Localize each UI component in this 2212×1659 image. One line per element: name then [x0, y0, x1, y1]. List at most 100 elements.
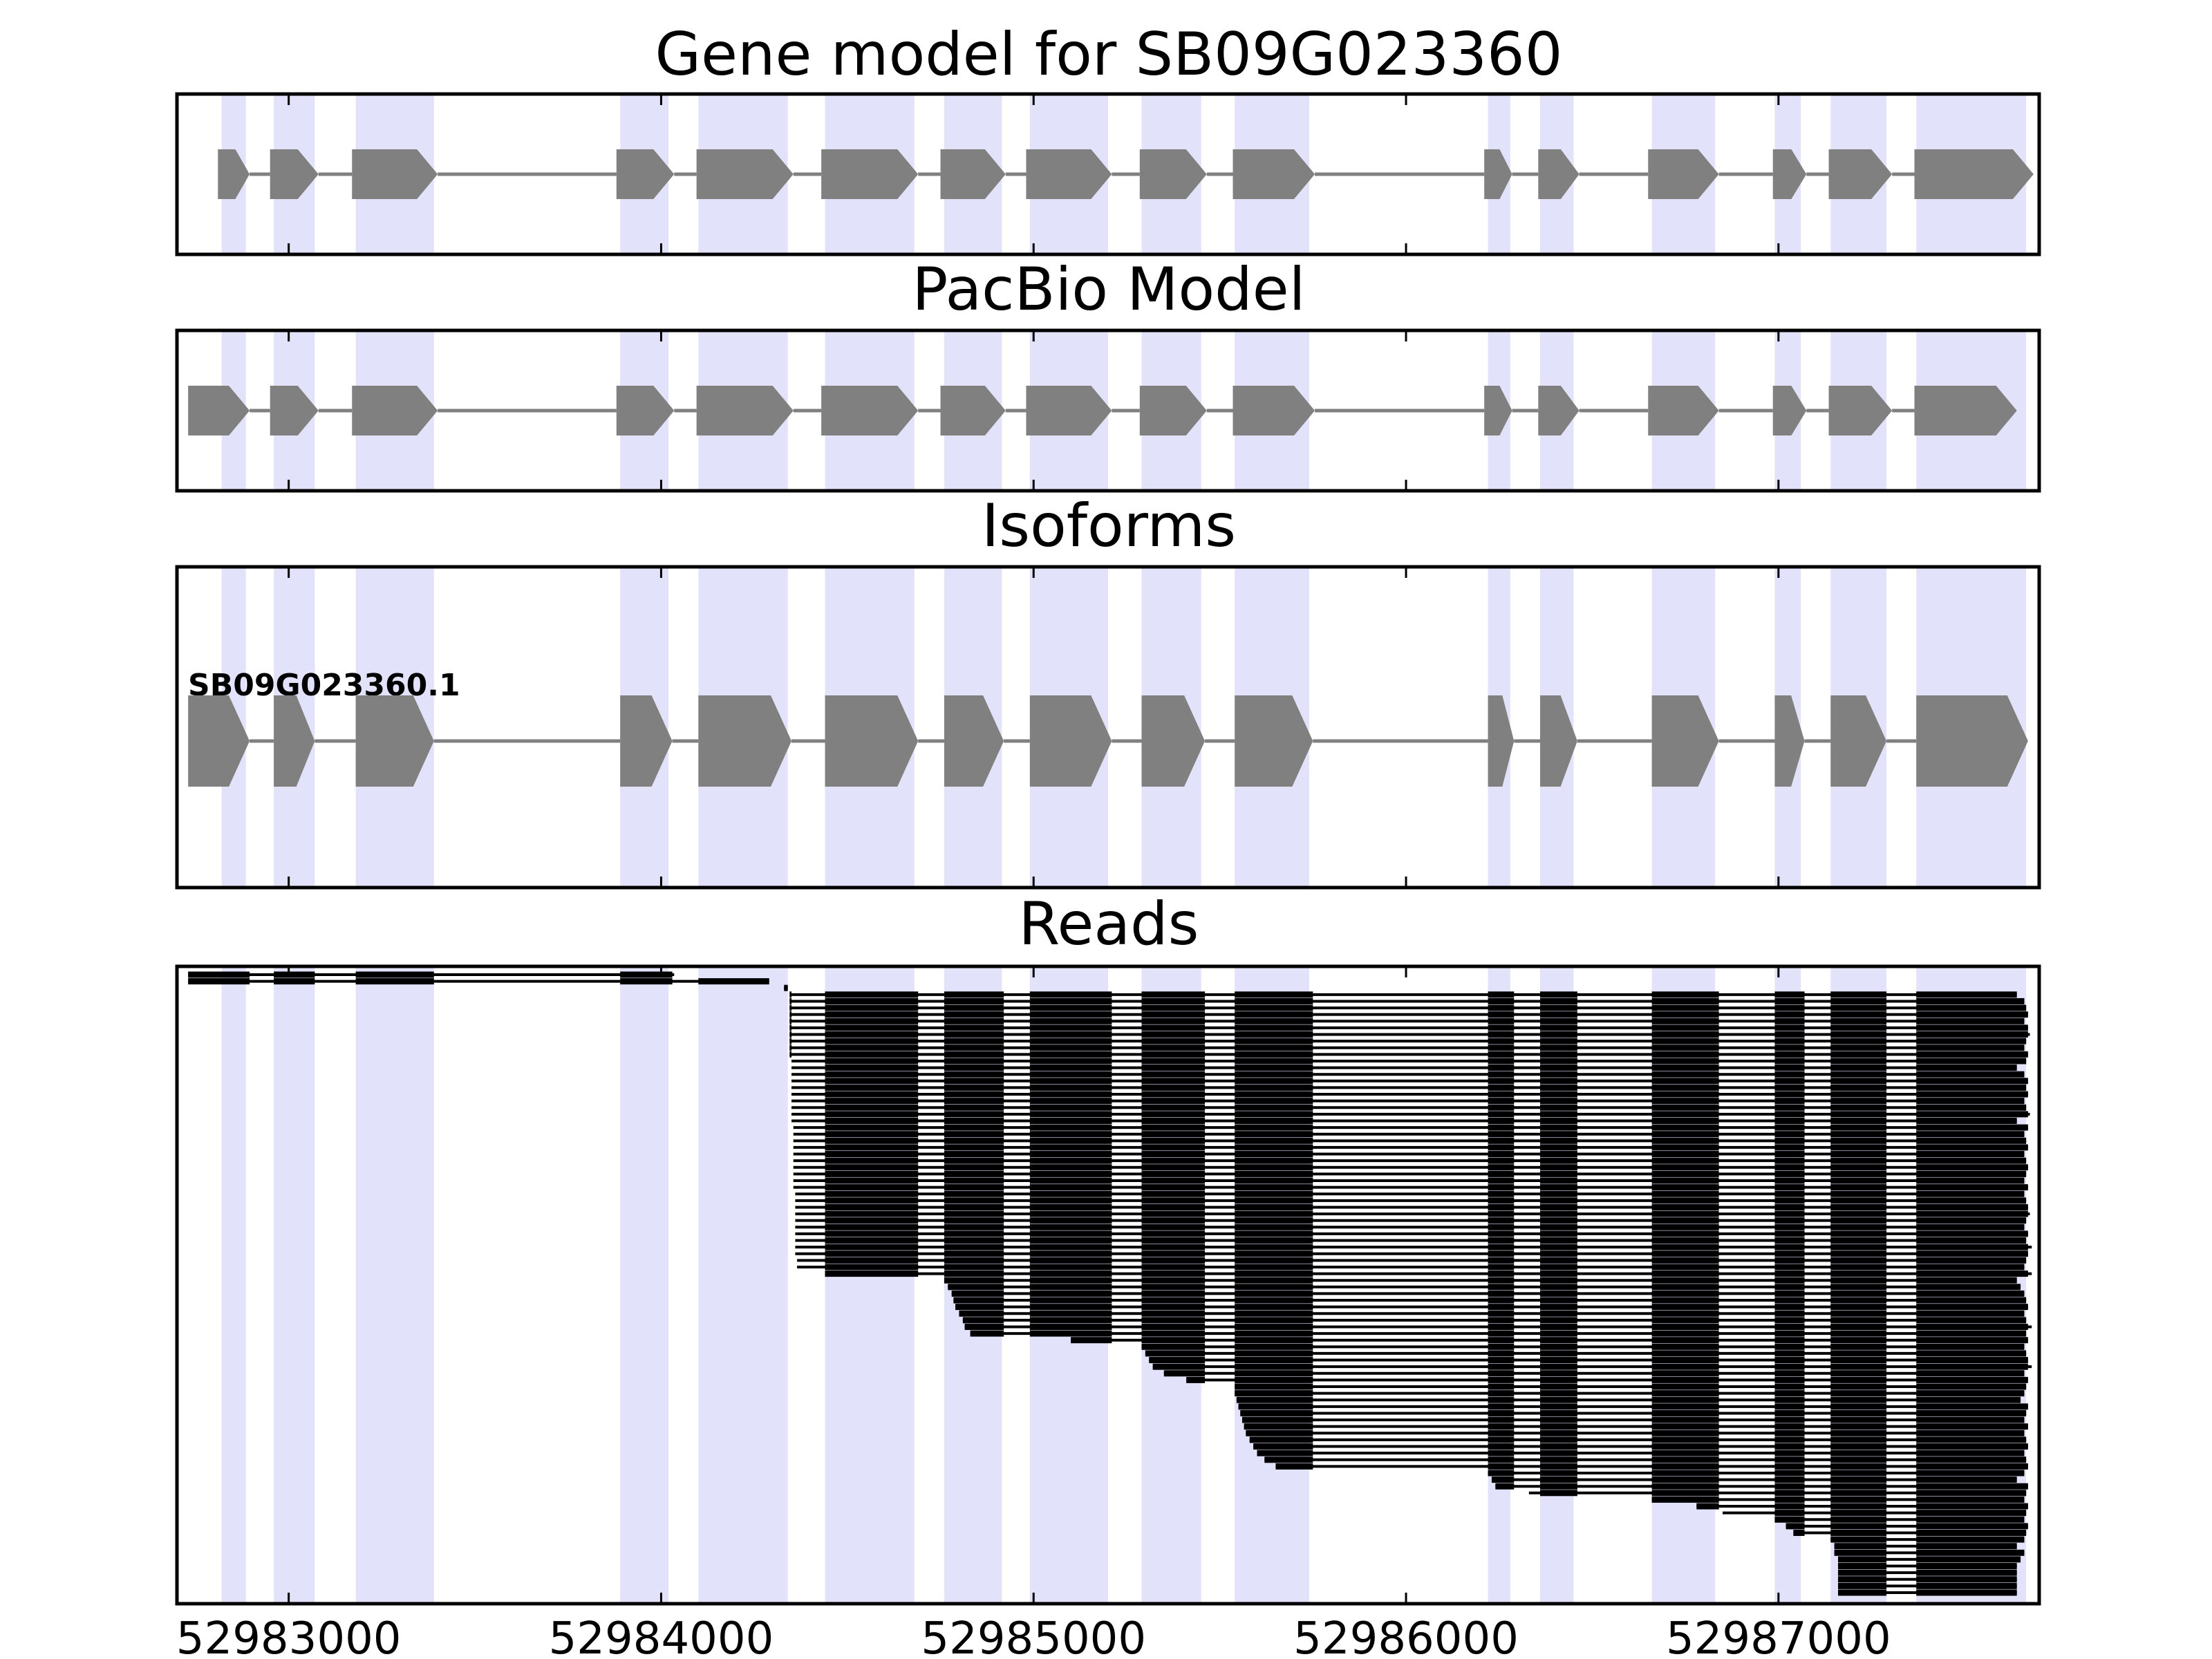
read-block: [1540, 1271, 1577, 1277]
read-block: [1488, 1038, 1515, 1044]
read-block: [1540, 1184, 1577, 1191]
read-block: [1488, 1244, 1515, 1250]
read-block: [1651, 1091, 1719, 1098]
read-block: [1774, 1117, 1805, 1124]
read-block: [1488, 1131, 1515, 1138]
read-block: [1774, 1031, 1805, 1038]
read-block: [1141, 1203, 1206, 1210]
pacbio-exon: [188, 386, 250, 435]
read-block: [944, 1024, 1004, 1031]
read-block: [1488, 1058, 1515, 1065]
read-block: [1235, 1170, 1313, 1177]
read-block: [1774, 1124, 1805, 1131]
read-block: [1235, 1177, 1313, 1184]
read-block: [1235, 1124, 1313, 1131]
read-block: [944, 1257, 1004, 1264]
read-block: [1916, 1104, 2027, 1111]
read-block: [1651, 1257, 1719, 1264]
read-block: [1488, 1004, 1515, 1011]
read-block: [1830, 1277, 1887, 1284]
read-block: [1235, 1297, 1313, 1304]
gene-exon: [352, 149, 438, 199]
read-block: [1488, 1051, 1515, 1058]
read-block: [1830, 991, 1887, 998]
read-block: [944, 1250, 1004, 1257]
read-block: [1651, 1217, 1719, 1224]
read-block: [1774, 1104, 1805, 1111]
read-block: [1540, 1370, 1577, 1377]
read-block: [1141, 1323, 1206, 1330]
read-block: [1916, 1144, 2028, 1151]
read-block: [1029, 1277, 1112, 1284]
read-block: [1488, 1343, 1515, 1350]
read-block: [1774, 1343, 1805, 1350]
read-block: [1495, 1483, 1515, 1490]
read-block: [944, 1151, 1004, 1158]
read-block: [1235, 991, 1313, 998]
read-block: [1916, 1284, 2021, 1291]
gene-exon: [1484, 149, 1512, 199]
read-block: [1488, 1317, 1515, 1324]
read-block: [948, 1284, 1004, 1291]
read-block: [1774, 1131, 1805, 1138]
read-block: [1540, 1131, 1577, 1138]
x-axis-tick-labels: 52983000 52984000 52985000 52986000 52987000: [176, 1613, 1891, 1659]
read-block: [1916, 1423, 2028, 1430]
isoforms-panel: Isoforms SB09G023360.1: [175, 491, 2041, 890]
isoform-exon: [274, 695, 315, 787]
isoform-exon: [355, 695, 434, 787]
read-block: [1774, 1237, 1805, 1244]
read-block: [1235, 1065, 1313, 1071]
read-block: [1916, 1290, 2025, 1297]
read-block: [825, 1018, 919, 1024]
read-block: [1830, 1297, 1887, 1304]
read-block: [825, 1078, 919, 1085]
read-block: [1774, 1024, 1805, 1031]
read-block: [789, 1044, 792, 1051]
read-block: [1774, 1078, 1805, 1085]
read-block: [1540, 1164, 1577, 1171]
read-block: [1141, 1237, 1206, 1244]
read-block: [1540, 1230, 1577, 1237]
read-block: [1830, 1503, 1887, 1510]
read-block: [1540, 1490, 1577, 1497]
read-block: [1916, 991, 2017, 998]
read-block: [1275, 1463, 1313, 1470]
read-block: [1540, 1044, 1577, 1051]
read-block: [1651, 1170, 1719, 1177]
read-block: [1916, 1582, 2017, 1589]
read-block: [825, 1257, 919, 1264]
read-block: [1235, 1224, 1313, 1230]
read-block: [1141, 1177, 1206, 1184]
read-block: [944, 1237, 1004, 1244]
read-block: [1235, 1230, 1313, 1237]
read-block: [1141, 1151, 1206, 1158]
read-block: [1488, 1157, 1515, 1164]
read-block: [825, 1117, 919, 1124]
read-block: [1916, 1237, 2027, 1244]
read-block: [1029, 1203, 1112, 1210]
read-block: [1916, 1496, 2025, 1503]
read-block: [1141, 1343, 1206, 1350]
read-block: [1488, 991, 1515, 998]
read-block: [1540, 1065, 1577, 1071]
highlight-region: [274, 966, 315, 1604]
read-block: [1774, 1197, 1805, 1204]
read-block: [944, 1271, 1004, 1277]
read-block: [1029, 1031, 1112, 1038]
read-block: [1235, 1237, 1313, 1244]
read-block: [1235, 1137, 1313, 1144]
read-block: [1235, 1290, 1313, 1297]
read-block: [1235, 1104, 1313, 1111]
read-block: [1488, 1310, 1515, 1317]
read-block: [1651, 1011, 1719, 1018]
gene-exon: [1648, 149, 1719, 199]
read-block: [188, 971, 250, 978]
read-block: [1141, 1310, 1206, 1317]
read-block: [1152, 1363, 1206, 1370]
read-block: [1029, 1197, 1112, 1204]
read-block: [944, 1117, 1004, 1124]
read-block: [1651, 1423, 1719, 1430]
read-block: [1029, 1124, 1112, 1131]
read-block: [1540, 1104, 1577, 1111]
